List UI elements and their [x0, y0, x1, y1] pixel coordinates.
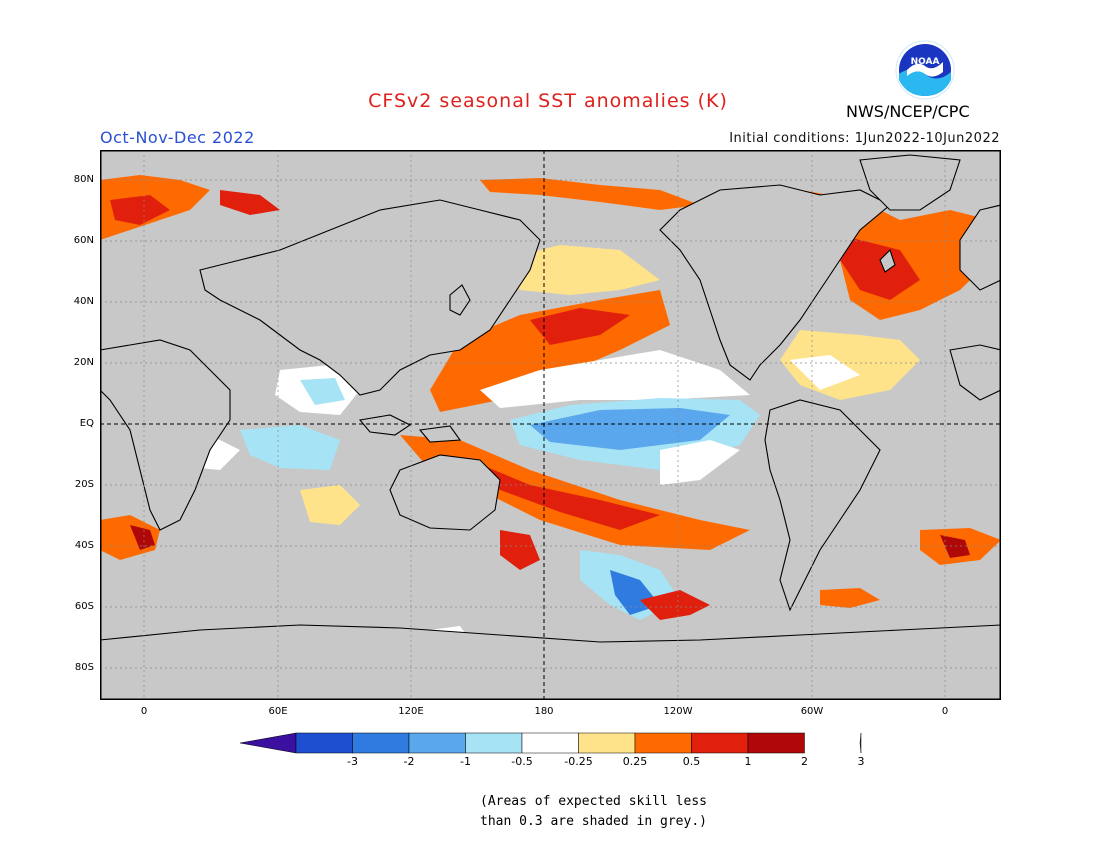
- lat-label-60s: 60S: [74, 601, 94, 612]
- colorbar-segment-7: [634, 732, 692, 754]
- forecast-period: Oct-Nov-Dec 2022: [100, 128, 255, 147]
- colorbar-label-2: -1: [460, 755, 471, 768]
- colorbar-segment-2: [352, 732, 410, 754]
- grid-lines: [100, 150, 1001, 700]
- colorbar-high-extension: [859, 732, 862, 754]
- initial-conditions: Initial conditions: 1Jun2022-10Jun2022: [729, 131, 1000, 146]
- noaa-logo-icon: NOAA: [895, 40, 955, 100]
- lon-label-4: 120W: [663, 706, 693, 717]
- reference-lines: [100, 150, 1001, 700]
- colorbar-label-4: -0.25: [564, 755, 593, 768]
- logo-text: NOAA: [911, 57, 940, 67]
- colorbar-label-1: -2: [403, 755, 415, 768]
- colorbar-label-0: -3: [347, 755, 358, 768]
- lat-label-20s: 20S: [74, 479, 94, 490]
- lon-label-1: 60E: [268, 706, 288, 717]
- agency-label: NWS/NCEP/CPC: [846, 102, 970, 121]
- colorbar-label-9: 3: [857, 755, 865, 768]
- colorbar-label-3: -0.5: [511, 755, 533, 768]
- lat-label-40s: 40S: [74, 540, 94, 551]
- map-frame: [100, 150, 1001, 700]
- sst-anomaly-map: [100, 150, 1001, 700]
- colorbar-label-8: 2: [801, 755, 808, 768]
- colorbar-segment-4: [465, 732, 523, 754]
- colorbar-segment-9: [747, 732, 805, 754]
- colorbar-segment-8: [691, 732, 749, 754]
- lon-label-5: 60W: [800, 706, 824, 717]
- skill-note: (Areas of expected skill less than 0.3 a…: [480, 792, 707, 832]
- continent-outlines: [100, 154, 1001, 700]
- lat-label-80n: 80N: [73, 174, 94, 185]
- map-title: CFSv2 seasonal SST anomalies (K): [368, 90, 728, 112]
- colorbar-low-extension: [240, 732, 297, 754]
- lon-label-6: 0: [941, 706, 949, 717]
- colorbar-label-5: 0.25: [622, 755, 648, 768]
- colorbar: [240, 732, 862, 754]
- colorbar-segment-1: [295, 732, 353, 754]
- lon-label-0: 0: [140, 706, 148, 717]
- lon-label-3: 180: [534, 706, 554, 717]
- lat-label-60n: 60N: [73, 235, 94, 246]
- colorbar-segment-3: [408, 732, 466, 754]
- colorbar-segment-6: [578, 732, 636, 754]
- colorbar-segment-5: [521, 732, 579, 754]
- lat-label-80s: 80S: [74, 662, 94, 673]
- skill-note-line2: than 0.3 are shaded in grey.): [480, 814, 707, 829]
- lon-label-2: 120E: [398, 706, 424, 717]
- lat-label-20n: 20N: [73, 357, 94, 368]
- colorbar-label-7: 1: [744, 755, 752, 768]
- lat-label-40n: 40N: [73, 296, 94, 307]
- colorbar-label-6: 0.5: [682, 755, 701, 768]
- skill-note-line1: (Areas of expected skill less: [480, 794, 707, 809]
- lat-label-eq: EQ: [79, 418, 94, 429]
